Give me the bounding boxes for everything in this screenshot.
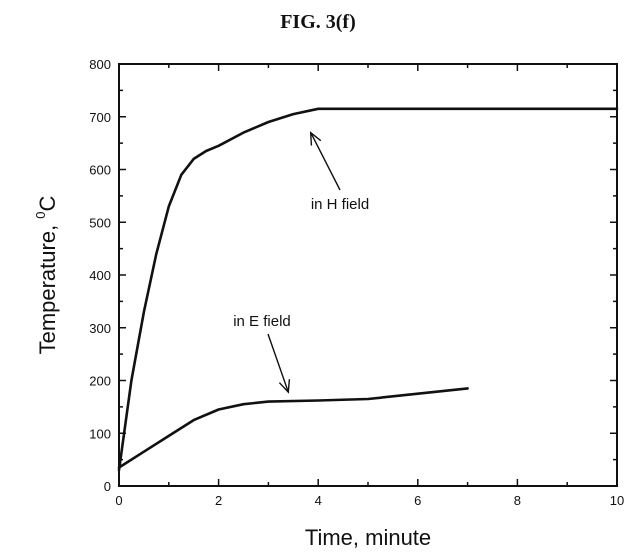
- y-axis-label: Temperature, 0C: [33, 195, 60, 354]
- y-tick-label: 200: [89, 374, 111, 389]
- arrow-e-field: [267, 333, 289, 393]
- y-tick-label: 400: [89, 268, 111, 283]
- plot-frame: [118, 63, 618, 487]
- x-tick-label: 10: [610, 493, 624, 508]
- figure-title: FIG. 3(f): [280, 11, 356, 33]
- series-line-e-field: [117, 387, 469, 469]
- y-tick-label: 800: [89, 57, 111, 72]
- arrow-h-field: [310, 132, 341, 191]
- x-tick-label: 8: [514, 493, 521, 508]
- arrowhead-h-field: [309, 131, 322, 146]
- x-tick-label: 6: [414, 493, 421, 508]
- annotation-e-field: in E field: [233, 313, 291, 330]
- y-tick-label: 0: [104, 479, 111, 494]
- y-axis-label-text: Temperature,: [35, 219, 60, 355]
- series-line-h-field: [117, 107, 619, 472]
- series-lines: [117, 107, 619, 472]
- annotations: in H field in E field: [233, 131, 369, 394]
- arrowhead-e-field: [278, 379, 291, 394]
- y-tick-label: 700: [89, 110, 111, 125]
- y-tick-label: 600: [89, 163, 111, 178]
- annotation-h-field: in H field: [311, 196, 369, 213]
- y-axis-label-unit: C: [35, 195, 60, 211]
- y-axis-label-superscript: 0: [33, 211, 48, 218]
- x-axis-label: Time, minute: [305, 525, 431, 550]
- x-tick-label: 2: [215, 493, 222, 508]
- y-tick-label: 300: [89, 321, 111, 336]
- y-tick-label: 100: [89, 426, 111, 441]
- x-tick-label: 4: [315, 493, 322, 508]
- y-tick-label: 500: [89, 215, 111, 230]
- x-tick-label: 0: [115, 493, 122, 508]
